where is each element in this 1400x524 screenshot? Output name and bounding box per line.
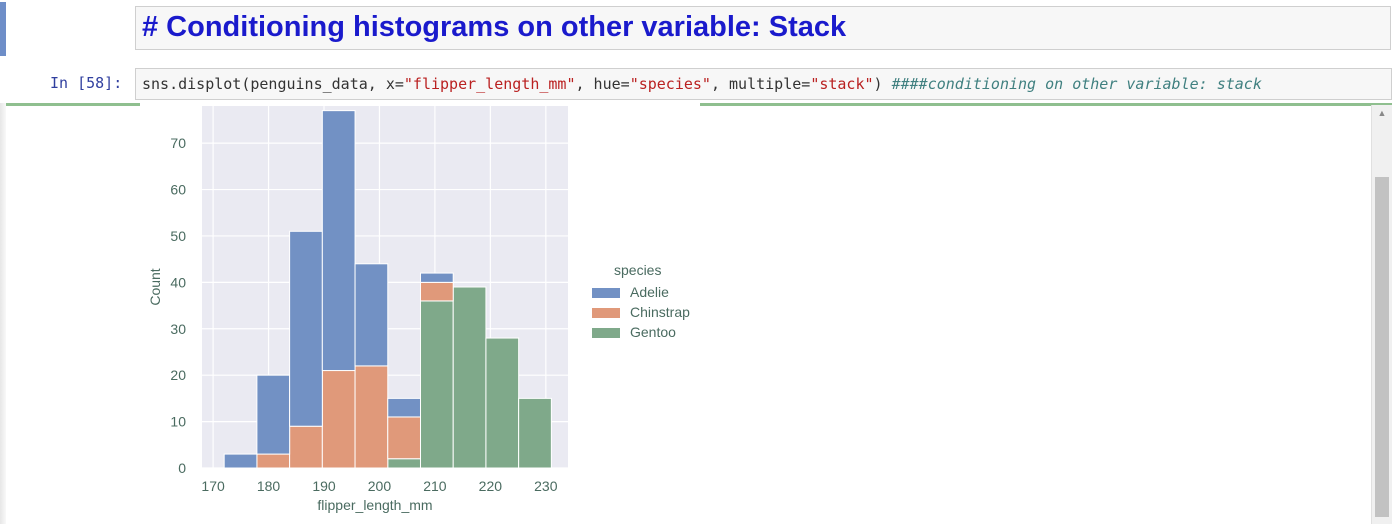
code-token: , multiple=	[710, 75, 811, 93]
input-prompt: In [58]:	[50, 74, 123, 92]
y-tick-label: 10	[170, 414, 186, 430]
x-tick-label: 220	[479, 478, 503, 494]
bar-gentoo	[387, 458, 421, 469]
bar-chinstrap	[321, 370, 356, 469]
legend-swatch-chinstrap	[592, 308, 620, 318]
bar-chinstrap	[387, 416, 421, 460]
legend-swatch-gentoo	[592, 328, 620, 338]
code-string: "stack"	[810, 75, 874, 93]
markdown-heading-text: # Conditioning histograms on other varia…	[142, 11, 847, 43]
x-axis-label: flipper_length_mm	[317, 497, 432, 513]
output-shadow	[0, 103, 8, 524]
bar-gentoo	[419, 300, 454, 469]
histogram-chart: 170 180 190 200 210 220 230 0 10 20 30 40 50 60 70 fl…	[140, 103, 700, 524]
x-tick-label: 200	[368, 478, 392, 494]
code-line: sns.displot(penguins_data, x="flipper_le…	[142, 75, 1262, 93]
x-tick-label: 180	[257, 478, 281, 494]
y-axis-label: Count	[147, 268, 163, 305]
bar-gentoo	[518, 397, 552, 469]
cell-selection-bar	[0, 2, 6, 56]
legend-swatch-adelie	[592, 288, 620, 298]
x-tick-label: 170	[201, 478, 225, 494]
bars	[223, 110, 552, 469]
bar-chinstrap	[419, 281, 454, 302]
markdown-editor[interactable]: # Conditioning histograms on other varia…	[135, 6, 1391, 50]
code-string: "flipper_length_mm"	[403, 75, 576, 93]
x-tick-label: 210	[423, 478, 447, 494]
bar-adelie	[223, 453, 258, 469]
y-tick-label: 40	[170, 274, 186, 290]
code-token: , hue=	[575, 75, 630, 93]
x-tick-labels: 170 180 190 200 210 220 230	[201, 478, 557, 494]
bar-chinstrap	[256, 453, 291, 469]
y-tick-label: 30	[170, 321, 186, 337]
legend-label-chinstrap: Chinstrap	[630, 304, 690, 320]
bar-adelie	[256, 374, 291, 455]
y-tick-label: 50	[170, 228, 186, 244]
bar-adelie	[321, 110, 356, 372]
bar-adelie	[387, 397, 421, 418]
bar-gentoo	[452, 286, 487, 469]
vertical-scrollbar[interactable]: ▲	[1371, 105, 1392, 524]
bar-chinstrap	[289, 425, 323, 469]
y-tick-label: 70	[170, 135, 186, 151]
legend-label-gentoo: Gentoo	[630, 324, 676, 340]
code-string: "species"	[629, 75, 711, 93]
legend-title: species	[614, 262, 661, 278]
code-comment: ####conditioning on other variable: stac…	[891, 75, 1262, 93]
markdown-cell[interactable]: # Conditioning histograms on other varia…	[0, 0, 1400, 62]
scroll-up-arrow-icon[interactable]: ▲	[1377, 108, 1387, 118]
scroll-thumb[interactable]	[1375, 177, 1389, 517]
x-tick-label: 230	[534, 478, 558, 494]
x-tick-label: 190	[312, 478, 336, 494]
code-token: sns.displot(penguins_data, x=	[142, 75, 404, 93]
y-tick-label: 20	[170, 367, 186, 383]
bar-adelie	[289, 230, 323, 427]
bar-adelie	[419, 272, 454, 283]
legend-label-adelie: Adelie	[630, 284, 669, 300]
bar-adelie	[354, 263, 389, 367]
y-tick-labels: 0 10 20 30 40 50 60 70	[170, 135, 186, 476]
y-tick-label: 60	[170, 182, 186, 198]
bar-chinstrap	[354, 365, 389, 469]
legend: species Adelie Chinstrap Gentoo	[592, 262, 690, 340]
y-tick-label: 0	[178, 460, 186, 476]
code-token: )	[873, 75, 892, 93]
code-editor[interactable]: sns.displot(penguins_data, x="flipper_le…	[135, 68, 1392, 100]
bar-gentoo	[485, 337, 520, 469]
